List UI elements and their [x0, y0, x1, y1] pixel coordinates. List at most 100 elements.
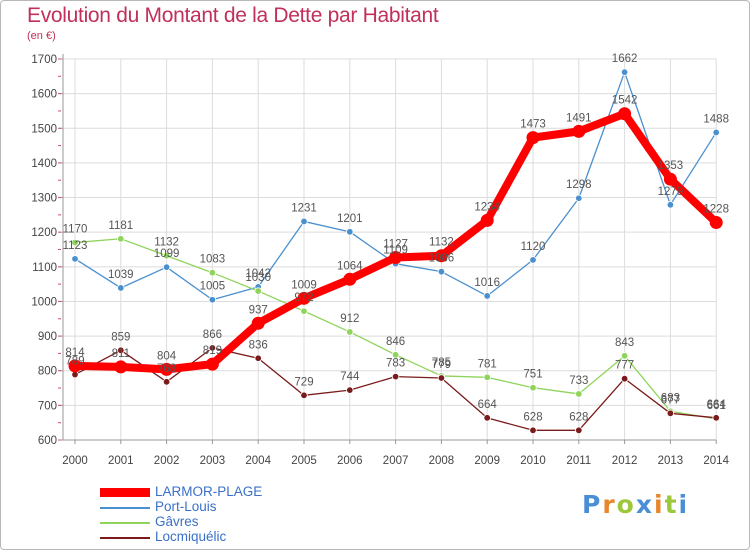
x-tick-label: 2008	[429, 455, 455, 467]
data-label: 811	[112, 348, 130, 360]
x-tick-label: 2007	[383, 455, 409, 467]
data-point	[620, 352, 629, 360]
data-point	[483, 292, 491, 300]
y-tick-label: 1100	[32, 262, 57, 274]
axes: 600 700 800 900 1000 1100 1200 1300 1400 1500 1600…	[31, 54, 730, 467]
data-label: 912	[340, 313, 359, 325]
data-label: 777	[615, 360, 634, 372]
x-tick-label: 2004	[245, 455, 271, 467]
data-point	[666, 201, 675, 209]
data-label: 937	[249, 304, 268, 316]
data-label: 789	[65, 356, 84, 368]
data-label: 781	[478, 358, 497, 370]
data-label: 1120	[521, 241, 546, 253]
data-point	[346, 386, 354, 394]
x-tick-label: 2006	[337, 455, 363, 467]
y-tick-label: 1500	[31, 123, 57, 135]
data-point	[300, 391, 308, 400]
data-point	[437, 374, 446, 382]
y-tick-label: 1400	[31, 158, 57, 170]
chart-title: Evolution du Montant de la Dette par Hab…	[27, 4, 439, 27]
data-point	[618, 107, 632, 121]
x-tick-label: 2012	[612, 455, 638, 467]
data-point	[117, 235, 125, 243]
data-label: 1132	[154, 237, 179, 249]
legend-swatch	[100, 537, 150, 539]
data-label: 1030	[245, 272, 271, 284]
data-label: 814	[65, 347, 85, 359]
data-point	[575, 426, 583, 435]
data-point	[114, 360, 128, 374]
data-point	[480, 213, 494, 227]
data-label: 1083	[200, 254, 226, 266]
data-point	[254, 287, 262, 295]
data-point	[709, 215, 723, 229]
data-label: 661	[707, 400, 726, 412]
data-point	[391, 372, 400, 381]
x-tick-label: 2009	[474, 455, 500, 467]
data-point	[71, 238, 79, 247]
data-label: 1201	[337, 213, 363, 225]
data-point	[666, 409, 675, 418]
legend-label: LARMOR-PLAGE	[155, 484, 263, 499]
data-point	[208, 269, 217, 277]
data-label: 1228	[703, 203, 729, 215]
legend-swatch	[100, 507, 150, 509]
y-tick-label: 600	[38, 435, 57, 447]
data-label: 1491	[566, 112, 592, 124]
y-tick-label: 1000	[31, 296, 57, 308]
grid	[63, 58, 717, 441]
data-label: 683	[661, 392, 680, 404]
data-point	[68, 359, 82, 373]
logo-letter: i	[678, 490, 690, 519]
data-label: 664	[478, 399, 498, 411]
data-point	[529, 426, 537, 435]
data-point	[117, 346, 125, 354]
data-label: 1132	[429, 237, 454, 249]
data-point	[71, 255, 79, 263]
data-point	[575, 194, 583, 202]
data-label: 1181	[108, 220, 133, 232]
data-label: 819	[203, 345, 222, 357]
data-point	[208, 296, 217, 304]
data-label: 1005	[200, 281, 226, 293]
y-tick-label: 1600	[31, 89, 57, 101]
data-label: 836	[249, 339, 268, 351]
data-label: 1086	[429, 253, 455, 265]
data-label: 1542	[612, 95, 638, 107]
data-label: 1298	[566, 179, 592, 191]
data-label: 1042	[245, 268, 271, 280]
y-tick-label: 1700	[31, 54, 57, 66]
data-point	[162, 378, 171, 386]
x-tick-label: 2010	[520, 455, 546, 467]
data-label: 785	[432, 357, 451, 369]
data-point	[117, 284, 125, 292]
data-point	[483, 414, 491, 422]
legend-item: Locmiquélic	[100, 529, 400, 545]
legend-item: Gâvres	[100, 514, 400, 530]
data-point	[205, 357, 219, 371]
y-tick-label: 800	[38, 366, 57, 378]
proxiti-logo: Proxiti	[582, 490, 689, 519]
y-tick-label: 1300	[31, 193, 57, 205]
data-label: 783	[386, 358, 405, 370]
data-point	[572, 124, 586, 138]
data-label: 768	[157, 363, 176, 375]
y-tick-label: 900	[38, 331, 57, 343]
data-point	[620, 68, 629, 76]
logo-letter: i	[654, 490, 665, 519]
data-point	[346, 228, 354, 236]
data-point	[391, 351, 400, 359]
x-tick-label: 2014	[703, 455, 729, 467]
data-label: 1279	[658, 186, 684, 198]
data-label: 1488	[703, 113, 729, 125]
data-point	[251, 316, 265, 330]
data-label: 846	[386, 336, 405, 348]
data-point	[529, 383, 537, 392]
data-label: 1064	[337, 260, 363, 272]
data-label: 866	[203, 329, 222, 341]
data-label: 972	[294, 292, 313, 304]
series-lines	[68, 68, 723, 435]
chart-unit: (en €)	[27, 30, 56, 42]
logo-letter: o	[616, 490, 636, 519]
